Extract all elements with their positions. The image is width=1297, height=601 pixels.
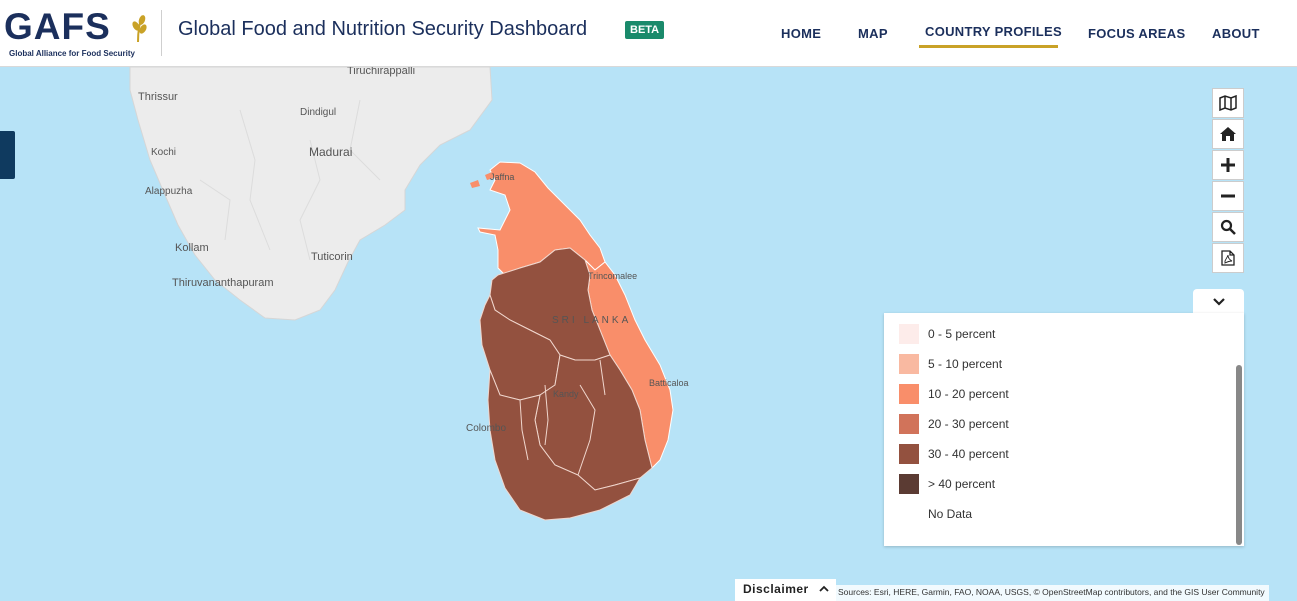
legend-label: No Data [928, 507, 973, 521]
basemap-button[interactable] [1212, 88, 1244, 118]
label-batticaloa: Batticaloa [649, 378, 689, 388]
legend-swatch [899, 324, 919, 344]
header-divider [161, 10, 162, 56]
label-thrissur: Thrissur [138, 91, 178, 103]
legend-label: 10 - 20 percent [928, 387, 1009, 401]
legend-swatch [899, 414, 919, 434]
zoom-in-icon [1221, 158, 1235, 172]
zoom-out-icon [1221, 194, 1235, 198]
chevron-down-icon [1212, 297, 1225, 306]
logo-text: GAFS [4, 6, 111, 47]
legend-label: > 40 percent [928, 477, 996, 491]
disclaimer-label: Disclaimer [743, 582, 809, 596]
map-attribution: Sources: Esri, HERE, Garmin, FAO, NOAA, … [836, 585, 1269, 601]
zoom-out-button[interactable] [1212, 181, 1244, 211]
home-button[interactable] [1212, 119, 1244, 149]
pdf-export-icon [1221, 250, 1235, 266]
label-sri-lanka: SRI LANKA [552, 315, 631, 326]
nav-home[interactable]: HOME [781, 26, 822, 41]
label-kandy: Kandy [553, 389, 579, 399]
label-tiruchirappalli: Tiruchirappalli [347, 67, 415, 77]
basemap-icon [1219, 95, 1237, 111]
gafs-logo[interactable]: GAFS Global Alliance for Food Security [4, 6, 154, 60]
legend-scrollbar[interactable] [1236, 365, 1242, 545]
legend-swatch [899, 474, 919, 494]
nav-about[interactable]: ABOUT [1212, 26, 1260, 41]
home-icon [1220, 127, 1236, 141]
legend-label: 5 - 10 percent [928, 357, 1003, 371]
header: GAFS Global Alliance for Food Security G… [0, 0, 1297, 67]
label-dindigul: Dindigul [300, 107, 336, 118]
india-landmass [129, 67, 493, 321]
legend-label: 0 - 5 percent [928, 327, 996, 341]
label-madurai: Madurai [309, 145, 352, 159]
label-thiruvananthapuram: Thiruvananthapuram [172, 277, 274, 289]
zoom-in-button[interactable] [1212, 150, 1244, 180]
legend-label: 20 - 30 percent [928, 417, 1009, 431]
label-kollam: Kollam [175, 242, 209, 254]
label-alappuzha: Alappuzha [145, 186, 193, 197]
legend-swatch [899, 504, 919, 524]
pdf-export-button[interactable] [1212, 243, 1244, 273]
legend-label: 30 - 40 percent [928, 447, 1009, 461]
nav-active-indicator [919, 45, 1058, 48]
label-tuticorin: Tuticorin [311, 251, 353, 263]
logo-subtitle: Global Alliance for Food Security [9, 49, 135, 58]
app-title: Global Food and Nutrition Security Dashb… [178, 18, 588, 40]
chevron-up-icon [818, 585, 829, 592]
label-jaffna: Jaffna [490, 172, 514, 182]
sri-lanka-south-west [487, 369, 642, 521]
map-canvas: Tiruchirappalli Thrissur Dindigul Madura… [129, 67, 689, 521]
wheat-icon [132, 15, 147, 43]
jaffna-islands [470, 172, 494, 188]
legend-collapse-button[interactable] [1193, 289, 1244, 314]
nav-map[interactable]: MAP [858, 26, 888, 41]
beta-badge: BETA [625, 21, 665, 39]
legend-swatch [899, 354, 919, 374]
nav-country-profiles[interactable]: COUNTRY PROFILES [925, 24, 1062, 39]
nav-focus-areas[interactable]: FOCUS AREAS [1088, 26, 1186, 41]
disclaimer-button[interactable]: Disclaimer [735, 579, 836, 601]
search-button[interactable] [1212, 212, 1244, 242]
label-kochi: Kochi [151, 147, 176, 158]
label-trincomalee: Trincomalee [588, 271, 637, 281]
label-colombo: Colombo [466, 423, 506, 434]
map-legend: 0 - 5 percent 5 - 10 percent 10 - 20 per… [884, 313, 1244, 546]
legend-swatch [899, 384, 919, 404]
side-panel-toggle[interactable] [0, 131, 15, 179]
legend-swatch [899, 444, 919, 464]
search-icon [1220, 219, 1236, 235]
